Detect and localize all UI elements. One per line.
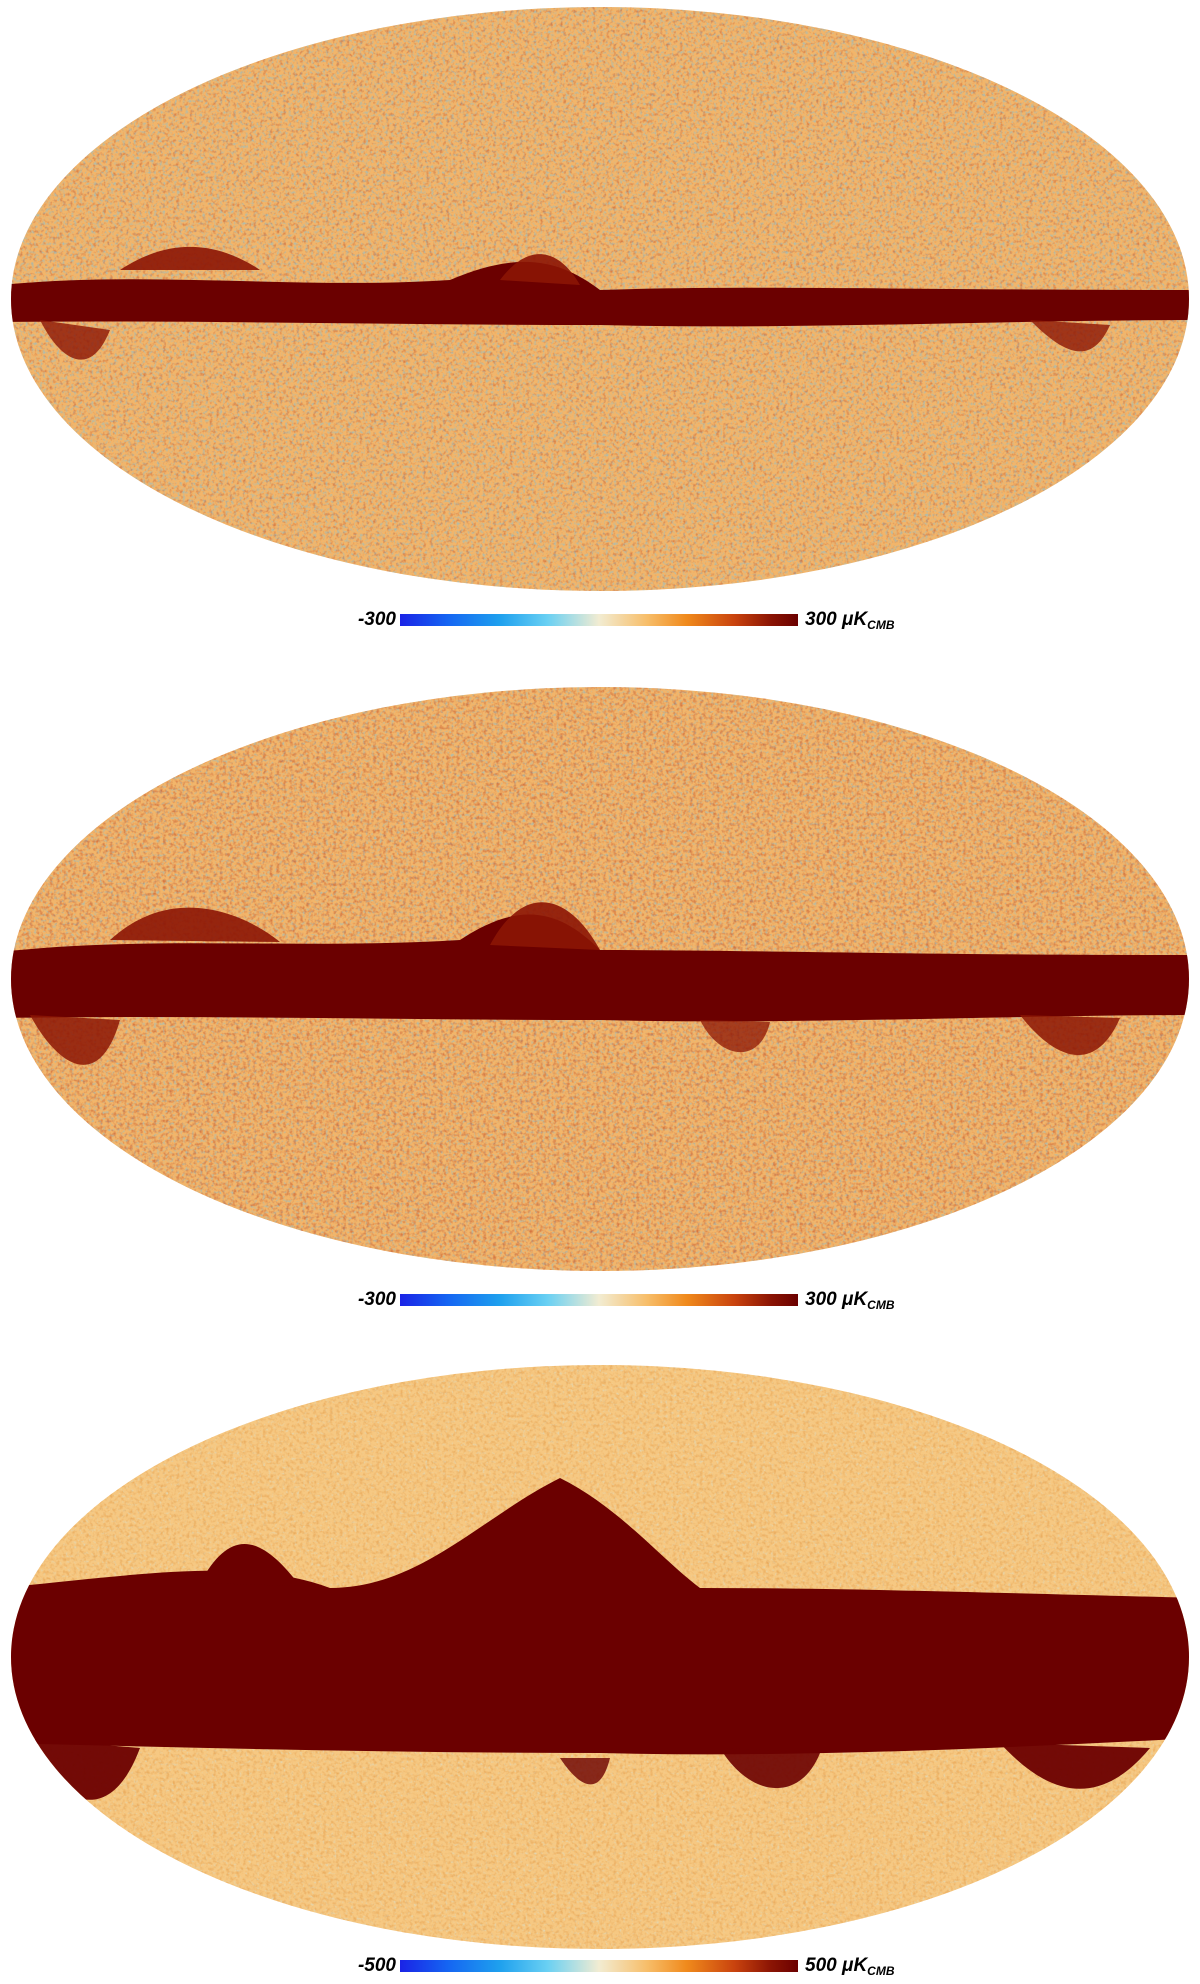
sky-map-panel-3: -500 500 μKCMB — [0, 1358, 1200, 1984]
galactic-plane-band — [11, 914, 1189, 1022]
colorbar-gradient — [400, 1960, 798, 1972]
colorbar-3: -500 500 μKCMB — [0, 1954, 1200, 1984]
mollweide-sky-map — [11, 687, 1189, 1271]
sky-map-panel-2: -300 300 μKCMB — [0, 680, 1200, 1320]
sky-map-panel-1: -300 300 μKCMB — [0, 0, 1200, 640]
colorbar-gradient — [400, 614, 798, 626]
colorbar-max-label: 300 μKCMB — [805, 609, 895, 632]
galactic-plane-band — [11, 1478, 1189, 1755]
colorbar-1: -300 300 μKCMB — [0, 608, 1200, 638]
colorbar-gradient — [400, 1294, 798, 1306]
colorbar-min-label: -300 — [357, 609, 396, 630]
colorbar-max-label: 300 μKCMB — [805, 1289, 895, 1312]
colorbar-min-label: -500 — [357, 1955, 396, 1976]
mollweide-sky-map — [11, 1365, 1189, 1949]
colorbar-max-label: 500 μKCMB — [805, 1955, 895, 1978]
galactic-plane-band — [11, 261, 1189, 327]
colorbar-min-label: -300 — [357, 1289, 396, 1310]
colorbar-2: -300 300 μKCMB — [0, 1288, 1200, 1318]
mollweide-sky-map — [11, 7, 1189, 591]
